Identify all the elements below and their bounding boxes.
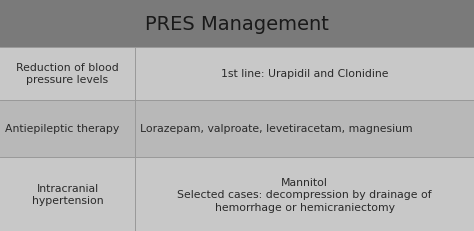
Text: Intracranial
hypertension: Intracranial hypertension — [32, 183, 103, 206]
Text: Antiepileptic therapy: Antiepileptic therapy — [5, 124, 119, 134]
Text: Reduction of blood
pressure levels: Reduction of blood pressure levels — [16, 63, 119, 85]
Bar — [135, 100, 474, 158]
Bar — [0, 48, 135, 100]
Text: PRES Management: PRES Management — [145, 14, 329, 33]
Bar — [0, 100, 135, 158]
Bar — [0, 0, 474, 48]
Bar — [0, 158, 135, 231]
Text: Lorazepam, valproate, levetiracetam, magnesium: Lorazepam, valproate, levetiracetam, mag… — [140, 124, 412, 134]
Bar — [135, 158, 474, 231]
Text: Mannitol
Selected cases: decompression by drainage of
hemorrhage or hemicraniect: Mannitol Selected cases: decompression b… — [177, 177, 432, 212]
Text: 1st line: Urapidil and Clonidine: 1st line: Urapidil and Clonidine — [221, 69, 388, 79]
Bar — [135, 48, 474, 100]
